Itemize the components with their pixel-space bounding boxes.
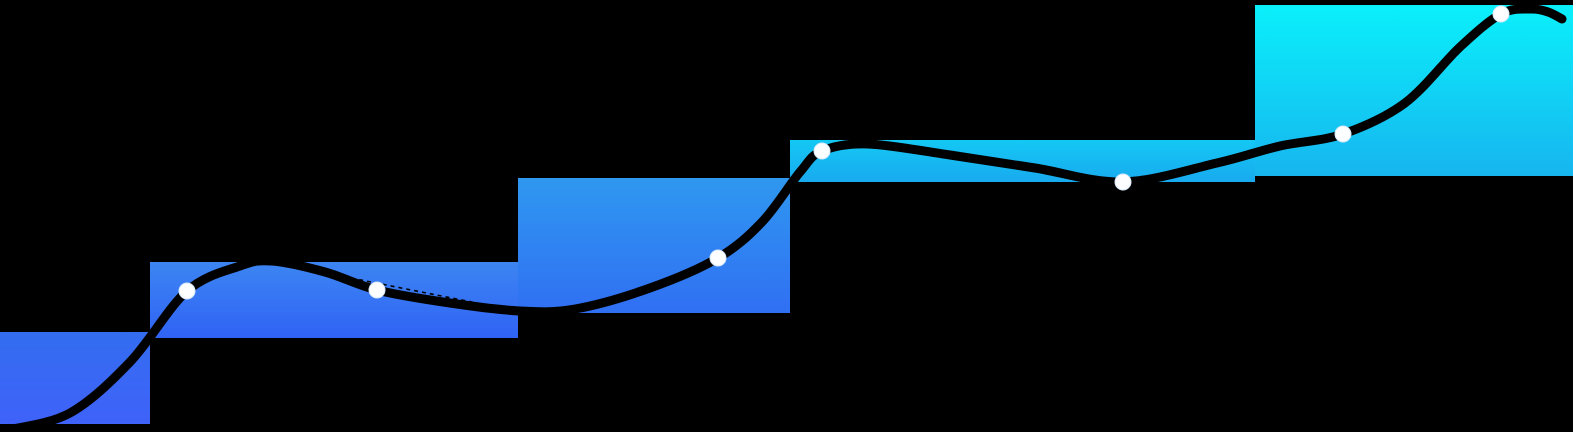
data-point-marker-4 (813, 142, 831, 160)
data-point-marker-1 (178, 282, 196, 300)
step-bar-3 (518, 178, 790, 313)
trend-curve-layer (3, 4, 1567, 432)
data-point-marker-6 (1334, 125, 1352, 143)
data-point-marker-3 (709, 249, 727, 267)
data-point-markers-layer (178, 5, 1510, 300)
step-bars-layer (0, 5, 1573, 424)
data-point-marker-7 (1492, 5, 1510, 23)
data-point-marker-5 (1114, 173, 1132, 191)
trend-curve (3, 4, 1567, 432)
data-point-marker-2 (368, 281, 386, 299)
